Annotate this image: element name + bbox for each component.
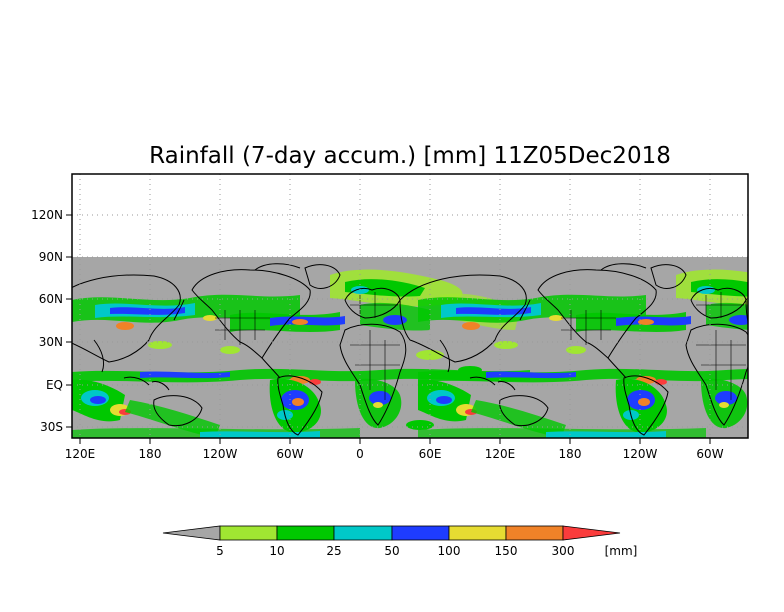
x-tick-label: 120W [203,447,238,461]
legend-tick-label: 50 [384,544,399,558]
x-tick-label: 60E [419,447,442,461]
legend-tick-label: 150 [495,544,518,558]
y-tick-label: 30N [39,335,63,349]
legend-swatch [333,525,393,541]
x-tick-label: 0 [356,447,364,461]
y-tick-label: EQ [46,378,63,392]
x-tick-label: 120E [485,447,516,461]
legend-swatch [276,525,335,541]
legend-unit-label: [mm] [605,544,638,558]
legend-swatch [505,525,564,541]
legend-tick-label: 300 [552,544,575,558]
y-tick-label: 30S [40,420,63,434]
legend-tick-label: 5 [216,544,224,558]
x-tick-label: 60W [276,447,303,461]
x-axis [79,438,711,444]
legend-tick-label: 25 [326,544,341,558]
y-tick-label: 90N [39,250,63,264]
x-tick-label: 180 [559,447,582,461]
map-title: Rainfall (7-day accum.) [mm] 11Z05Dec201… [149,143,671,169]
x-tick-label: 180 [139,447,162,461]
legend-above-triangle [562,525,621,541]
legend-below-triangle [162,525,221,541]
map-frame-border [71,173,749,439]
legend-colorbar [162,525,621,541]
x-tick-label: 60W [696,447,723,461]
legend-tick-label: 100 [438,544,461,558]
y-axis [66,214,72,428]
legend-swatch [219,525,278,541]
y-tick-label: 120N [31,208,63,222]
coastline-outlines [72,263,748,436]
y-tick-label: 60N [39,292,63,306]
x-tick-label: 120E [65,447,96,461]
legend-swatch [448,525,507,541]
grid-lines [72,174,748,438]
legend-tick-label: 10 [269,544,284,558]
x-tick-label: 120W [623,447,658,461]
legend-swatch [391,525,450,541]
